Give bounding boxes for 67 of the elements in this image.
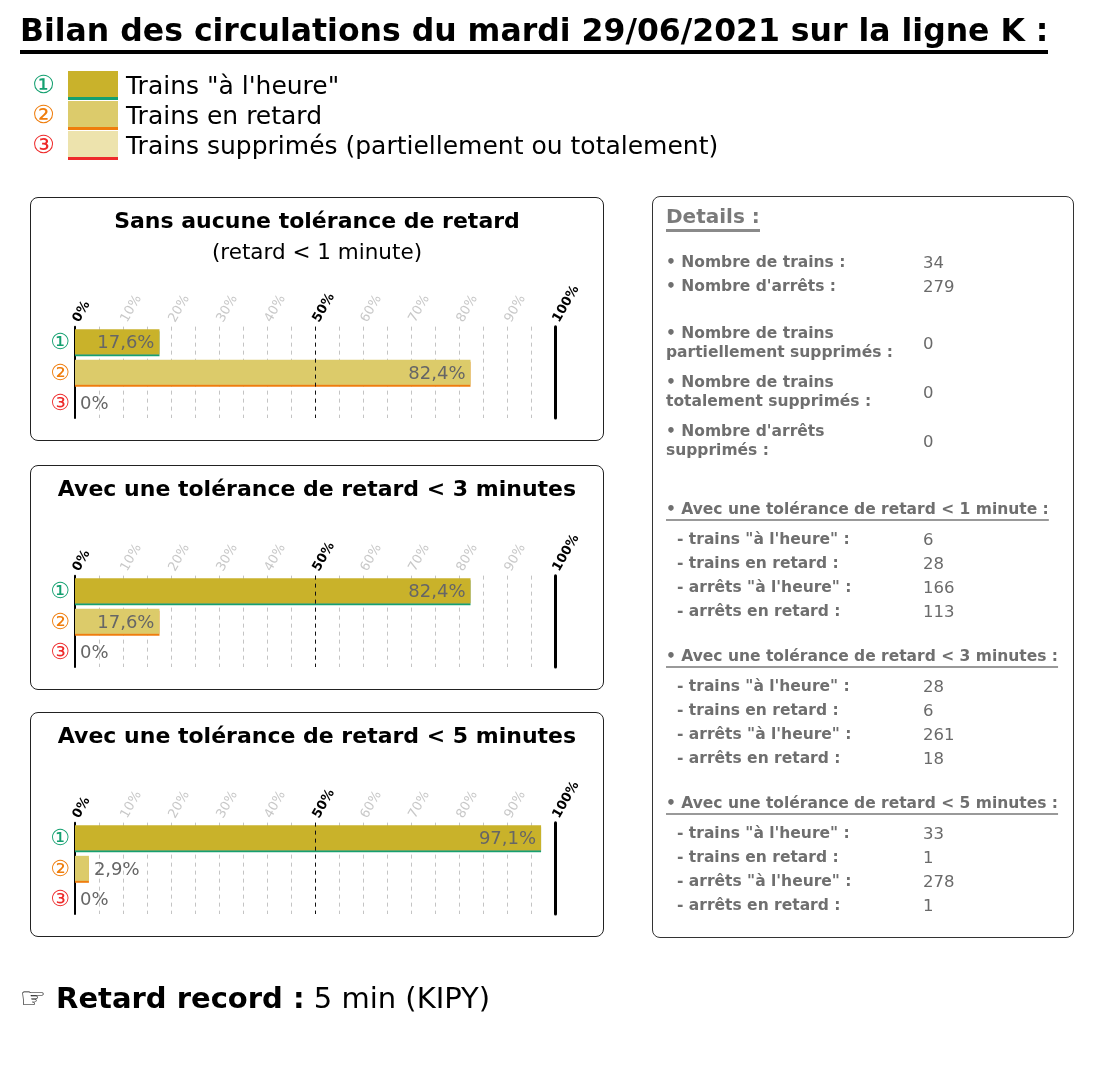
data-label: 0% [80,888,109,910]
y-tick-label: ② [50,359,70,385]
legend-label: Trains en retard [126,100,323,130]
text: • Nombre de trains totalement supprimés : [666,373,873,411]
x-tick-label: 0% [68,546,93,574]
text: 279 [923,276,955,296]
text: 18 [923,748,944,768]
text: • Nombre de trains partiellement supprimés : [666,324,894,362]
text: - trains en retard : [677,847,840,867]
text: 166 [923,577,955,597]
legend-label: Trains "à l'heure" [126,70,340,100]
text: 6 [923,529,934,549]
text: 0 [923,382,934,402]
text: 34 [923,252,944,272]
text: • Nombre d'arrêts supprimés : [666,422,826,460]
data-label: 17,6% [97,610,155,632]
x-tick-label: 0% [68,297,93,325]
text: - arrêts en retard : [677,895,842,915]
y-tick-label: ③ [50,886,70,912]
text: - arrêts "à l'heure" : [677,724,853,744]
text: ☞ Retard record : 5 min (KIPY) [20,981,491,1015]
text: 278 [923,871,955,891]
text: - trains en retard : [677,553,840,573]
chart-title: Avec une tolérance de retard < 3 minutes [56,475,578,503]
text: 261 [923,724,955,744]
text: - trains "à l'heure" : [677,676,851,696]
legend-label: Trains supprimés (partiellement ou totalement) [126,130,719,160]
y-tick-label: ① [50,329,70,355]
y-tick-label: ③ [50,390,70,416]
text: • Avec une tolérance de retard < 5 minutes : [666,793,1059,813]
text: 113 [923,601,955,621]
chart-title: Avec une tolérance de retard < 5 minutes [56,722,578,750]
text: • Avec une tolérance de retard < 3 minutes : [666,646,1059,666]
text: • Nombre de trains : [666,252,847,272]
text: Details : [666,203,760,232]
text: - arrêts "à l'heure" : [677,871,853,891]
text: - arrêts en retard : [677,748,842,768]
y-tick-label: ① [50,578,70,604]
text: 0 [923,431,934,451]
text: - trains "à l'heure" : [677,529,851,549]
data-label: 97,1% [478,827,537,849]
text: 0 [923,333,934,353]
data-label: 82,4% [408,580,466,602]
data-label: 82,4% [408,361,466,383]
text: 6 [923,700,934,720]
text: - trains "à l'heure" : [677,823,851,843]
y-tick-label: ② [50,855,70,881]
y-tick-label: ② [50,608,70,634]
text: - arrêts "à l'heure" : [677,577,853,597]
text: - trains en retard : [677,700,840,720]
text: 28 [923,676,944,696]
text: • Nombre d'arrêts : [666,276,838,296]
y-tick-label: ① [50,825,70,851]
text: 1 [923,847,934,867]
data-label: 17,6% [97,331,155,353]
text: 28 [923,553,944,573]
x-tick-label: 0% [68,793,93,821]
data-label: 0% [80,641,109,663]
text: 1 [923,895,934,915]
y-tick-label: ③ [50,639,70,665]
data-label: 0% [80,392,109,414]
chart-subtitle: Sans aucune tolérance de retard (retard < 1 minute) [113,207,521,266]
data-label: 2,9% [93,857,140,879]
chart-title: Bilan des circulations du mardi 29/06/2021 sur la ligne K : [20,10,1049,54]
text: • Avec une tolérance de retard < 1 minute : [666,499,1049,519]
text: 33 [923,823,944,843]
text: - arrêts en retard : [677,601,842,621]
